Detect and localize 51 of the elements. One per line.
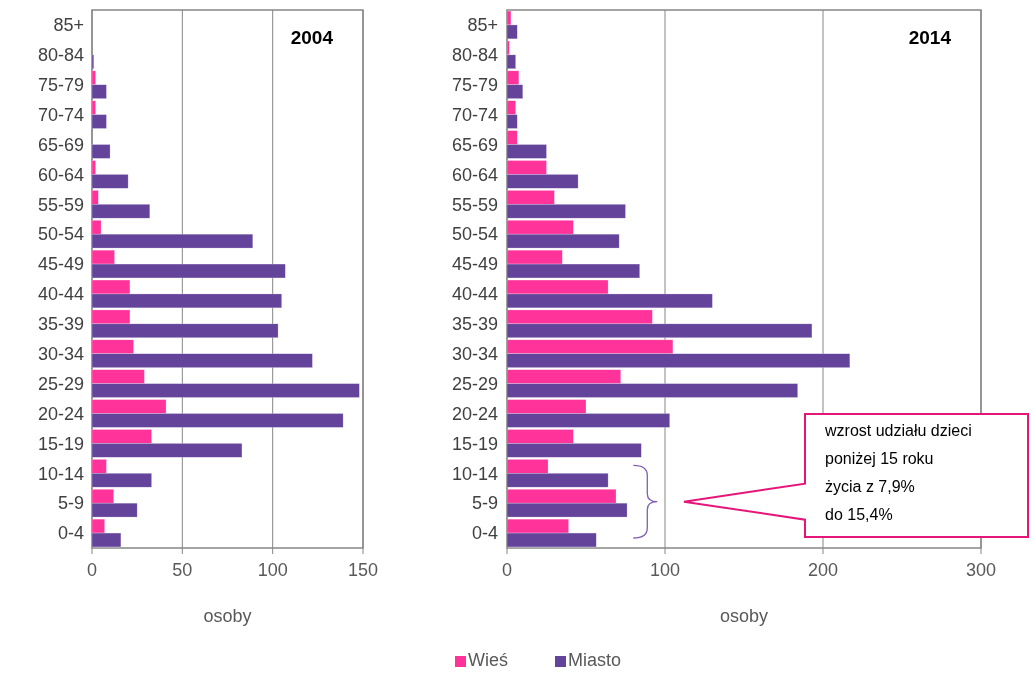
y-tick-label: 65-69 bbox=[37, 134, 84, 155]
legend-label: Miasto bbox=[568, 650, 622, 670]
y-tick-label: 40-44 bbox=[451, 284, 498, 305]
y-tick-label: 55-59 bbox=[37, 194, 84, 215]
legend-label: Wieś bbox=[468, 650, 508, 670]
y-tick-label: 25-29 bbox=[37, 373, 84, 394]
x-tick-label: 150 bbox=[347, 560, 379, 580]
y-tick-label: 85+ bbox=[467, 15, 498, 36]
y-tick-label: 15-19 bbox=[451, 433, 498, 454]
y-tick-label: 45-49 bbox=[451, 254, 498, 275]
y-tick-label: 40-44 bbox=[37, 284, 84, 305]
y-tick-label: 75-79 bbox=[451, 75, 498, 96]
text: 2014 bbox=[908, 27, 952, 48]
x-tick-label: 0 bbox=[86, 560, 98, 580]
text: 2004 bbox=[290, 27, 334, 48]
x-tick-label: 300 bbox=[965, 560, 997, 580]
y-tick-label: 5-9 bbox=[57, 493, 84, 514]
x-tick-label: 0 bbox=[501, 560, 513, 580]
y-tick-label: 35-39 bbox=[37, 314, 84, 335]
y-tick-label: 25-29 bbox=[451, 373, 498, 394]
y-tick-label: 10-14 bbox=[37, 463, 84, 484]
x-axis-title: osoby bbox=[719, 606, 769, 626]
x-tick-label: 200 bbox=[807, 560, 839, 580]
y-tick-label: 70-74 bbox=[37, 104, 84, 125]
x-tick-label: 100 bbox=[649, 560, 681, 580]
y-tick-label: 15-19 bbox=[37, 433, 84, 454]
y-tick-label: 45-49 bbox=[37, 254, 84, 275]
y-tick-label: 35-39 bbox=[451, 314, 498, 335]
y-tick-label: 85+ bbox=[53, 15, 84, 36]
y-tick-label: 0-4 bbox=[471, 523, 498, 544]
y-tick-label: 80-84 bbox=[37, 45, 84, 66]
y-tick-label: 30-34 bbox=[37, 344, 84, 365]
y-tick-label: 65-69 bbox=[451, 134, 498, 155]
y-tick-label: 60-64 bbox=[37, 164, 84, 185]
y-tick-label: 60-64 bbox=[451, 164, 498, 185]
y-tick-label: 55-59 bbox=[451, 194, 498, 215]
y-tick-label: 50-54 bbox=[37, 224, 84, 245]
y-tick-label: 20-24 bbox=[451, 403, 498, 424]
x-tick-label: 50 bbox=[172, 560, 193, 580]
y-tick-label: 0-4 bbox=[57, 523, 84, 544]
y-tick-label: 75-79 bbox=[37, 75, 84, 96]
y-tick-label: 30-34 bbox=[451, 344, 498, 365]
y-tick-label: 5-9 bbox=[471, 493, 498, 514]
y-tick-label: 20-24 bbox=[37, 403, 84, 424]
y-tick-label: 10-14 bbox=[451, 463, 498, 484]
y-tick-label: 70-74 bbox=[451, 104, 498, 125]
x-axis-title: osoby bbox=[203, 606, 252, 626]
y-tick-label: 50-54 bbox=[451, 224, 498, 245]
x-tick-label: 100 bbox=[257, 560, 288, 580]
y-tick-label: 80-84 bbox=[451, 45, 498, 66]
annotation: wzrost udziału dzieci poniżej 15 roku życia z 7,9% do 15,4% bbox=[824, 422, 972, 523]
